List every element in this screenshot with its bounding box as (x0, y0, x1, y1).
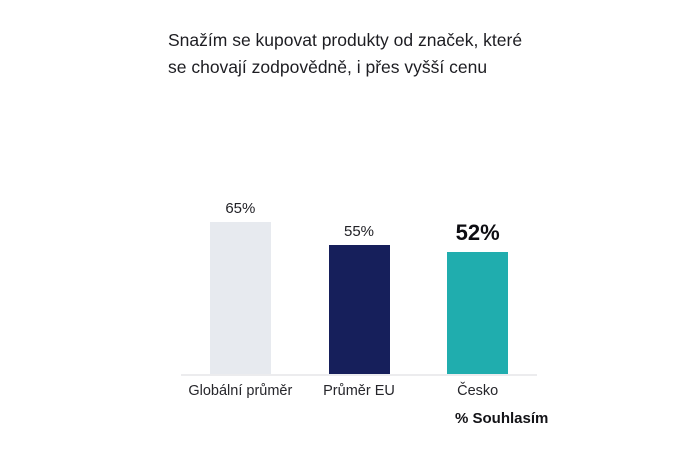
chart-title: Snažím se kupovat produkty od značek, kt… (168, 27, 588, 81)
category-labels-row: Globální průměr Průměr EU Česko (181, 383, 537, 399)
bar-column: 52% (418, 140, 537, 374)
bar-category-label: Česko (457, 383, 499, 399)
bar-column: 55% (300, 140, 419, 374)
bar (447, 252, 509, 374)
bar-value-label: 52% (455, 220, 500, 245)
bar-value-label: 55% (343, 223, 375, 240)
bar-category-label: Globální průměr (188, 383, 293, 399)
chart-title-line2: se chovají zodpovědně, i přes vyšší cenu (168, 57, 488, 77)
bar-column: 65% (181, 140, 300, 374)
bar (328, 245, 390, 374)
bar-category-label: Průměr EU (323, 383, 395, 399)
bar (209, 222, 271, 374)
chart-footnote: % Souhlasím (455, 410, 549, 427)
chart-title-line1: Snažím se kupovat produkty od značek, kt… (168, 30, 523, 50)
bar-chart-plot: 65% 55% 52% (181, 140, 537, 376)
bar-value-label: 65% (225, 200, 256, 217)
